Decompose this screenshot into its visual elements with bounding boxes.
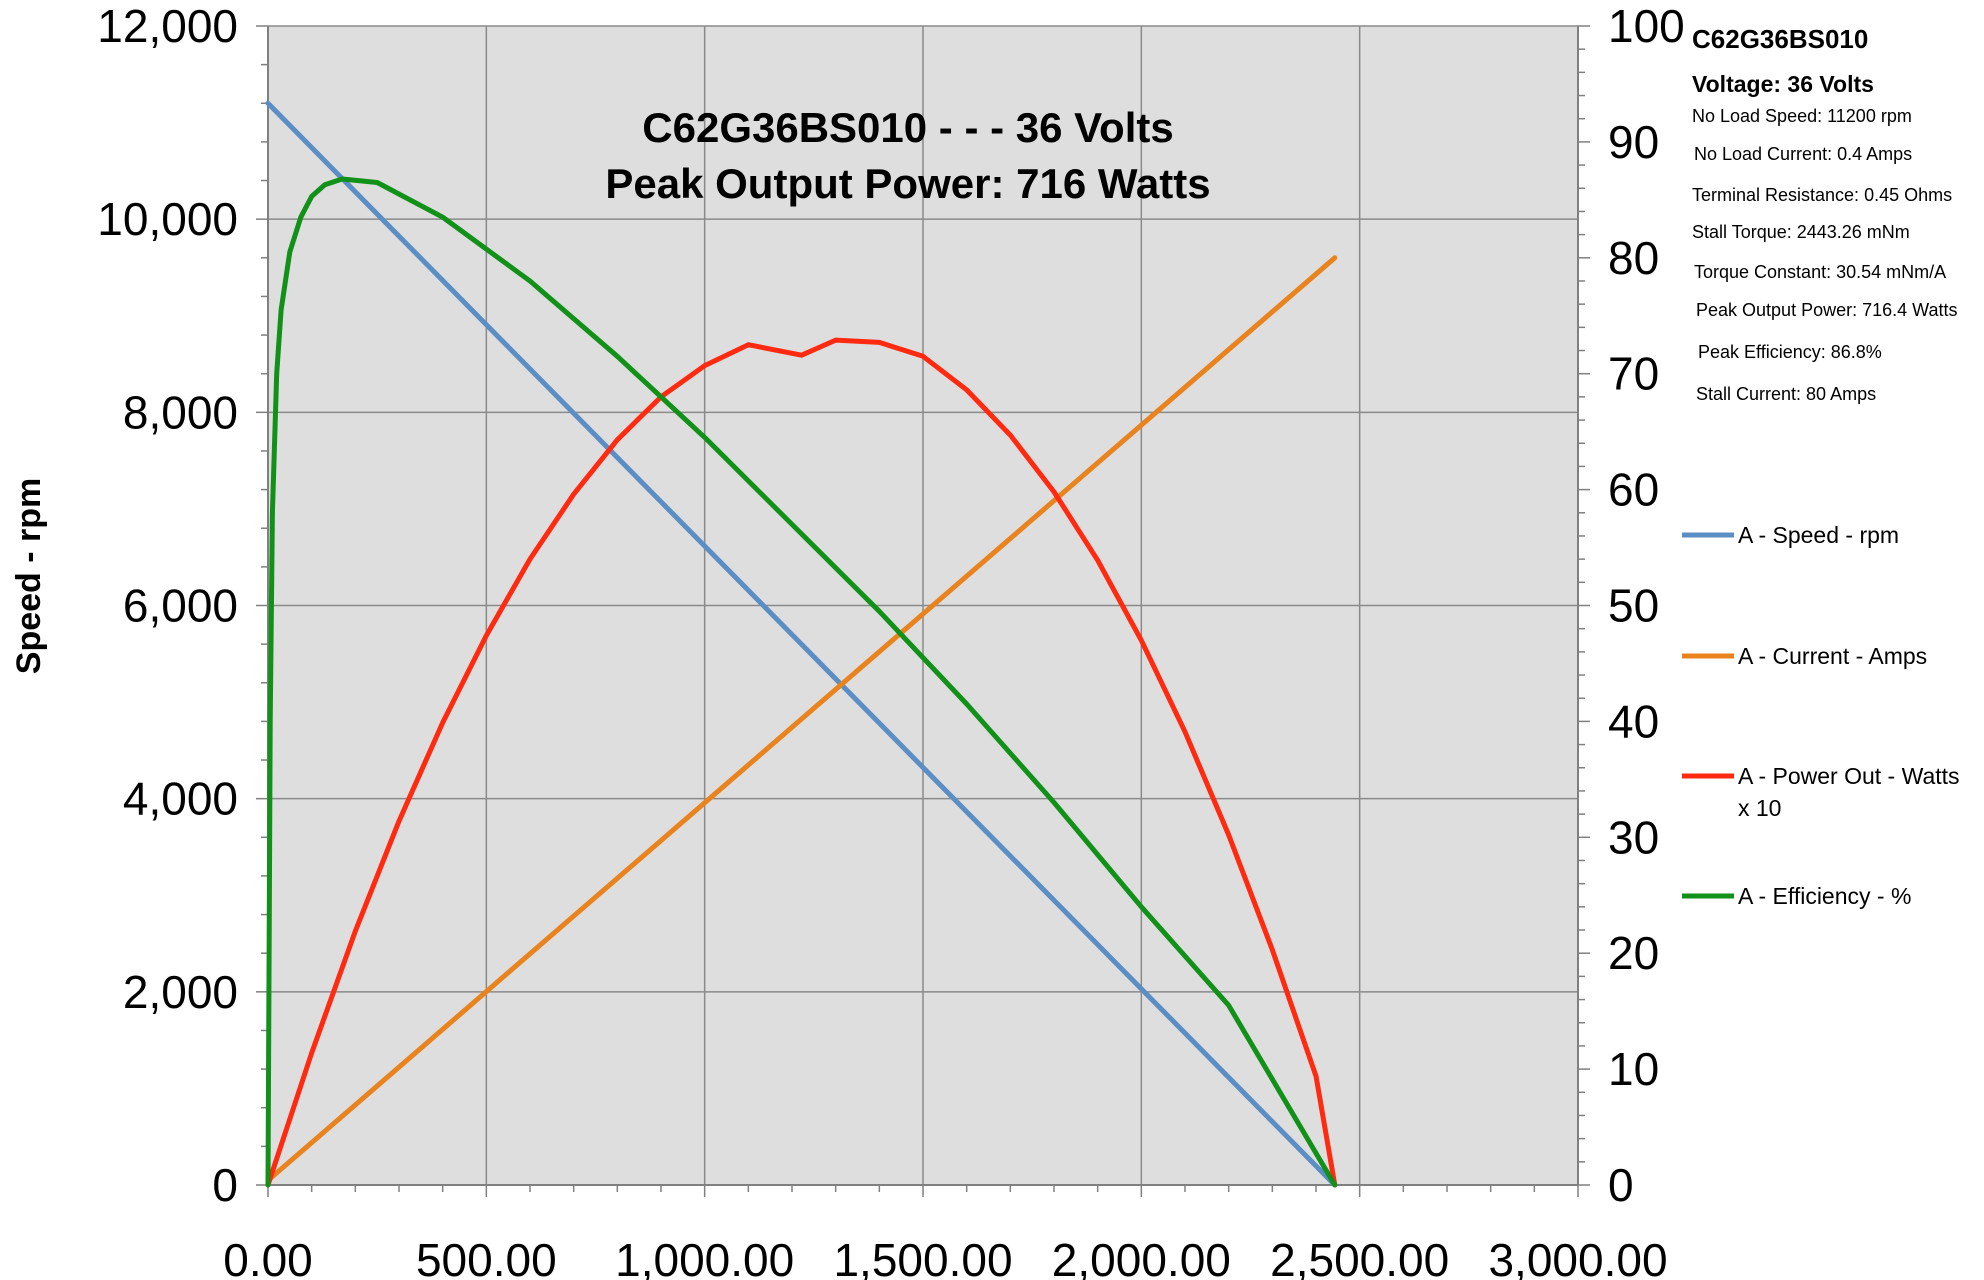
x-tick-label: 2,000.00 bbox=[1052, 1234, 1231, 1280]
y2-tick-label: 0 bbox=[1608, 1159, 1634, 1211]
chart-title: C62G36BS010 - - - 36 Volts Peak Output Po… bbox=[605, 104, 1210, 207]
y2-tick-label: 100 bbox=[1608, 0, 1685, 52]
x-tick-label: 1,500.00 bbox=[833, 1234, 1012, 1280]
spec-line: Terminal Resistance: 0.45 Ohms bbox=[1692, 185, 1952, 205]
tick-labels: 0 2,000 4,000 6,000 8,000 10,000 12,000 0 10 20 30… bbox=[97, 0, 1684, 1280]
y2-tick-label: 90 bbox=[1608, 116, 1659, 168]
spec-voltage: Voltage: 36 Volts bbox=[1692, 71, 1874, 97]
y-axis-label: Speed - rpm bbox=[10, 478, 48, 674]
legend-label: A - Power Out - Watts bbox=[1738, 763, 1960, 789]
y-tick-label: 4,000 bbox=[123, 773, 238, 825]
series-line bbox=[265, 176, 1338, 1188]
grid-lines bbox=[268, 25, 1579, 1185]
series-line bbox=[265, 255, 1338, 1183]
y2-tick-label: 10 bbox=[1608, 1043, 1659, 1095]
y2-tick-label: 60 bbox=[1608, 464, 1659, 516]
x-tick-label: 500.00 bbox=[416, 1234, 557, 1280]
y2-tick-label: 20 bbox=[1608, 927, 1659, 979]
spec-line: Peak Output Power: 716.4 Watts bbox=[1696, 300, 1957, 320]
legend-item: A - Speed - rpm bbox=[1682, 522, 1899, 548]
legend-label: A - Current - Amps bbox=[1738, 643, 1927, 669]
x-tick-label: 1,000.00 bbox=[615, 1234, 794, 1280]
legend-label: A - Efficiency - % bbox=[1738, 883, 1911, 909]
spec-line: Stall Current: 80 Amps bbox=[1696, 384, 1876, 404]
spec-title: C62G36BS010 bbox=[1692, 24, 1868, 54]
chart-title-line: C62G36BS010 - - - 36 Volts bbox=[642, 104, 1173, 151]
series-line bbox=[265, 337, 1338, 1188]
spec-line: No Load Speed: 11200 rpm bbox=[1692, 106, 1912, 126]
spec-line: Stall Torque: 2443.26 mNm bbox=[1692, 222, 1910, 242]
y2-tick-label: 30 bbox=[1608, 811, 1659, 863]
spec-line: Peak Efficiency: 86.8% bbox=[1698, 342, 1882, 362]
legend-label: A - Speed - rpm bbox=[1738, 522, 1899, 548]
series-line bbox=[265, 100, 1338, 1188]
legend-item: A - Power Out - Watts x 10 bbox=[1682, 763, 1960, 821]
spec-line: Torque Constant: 30.54 mNm/A bbox=[1694, 262, 1946, 282]
spec-panel: C62G36BS010 Voltage: 36 Volts No Load Spee… bbox=[1692, 24, 1957, 404]
y2-tick-label: 50 bbox=[1608, 580, 1659, 632]
legend-item: A - Efficiency - % bbox=[1682, 883, 1911, 909]
y-axis-label-text: Speed - rpm bbox=[10, 478, 48, 674]
legend-item: A - Current - Amps bbox=[1682, 643, 1927, 669]
x-tick-label: 3,000.00 bbox=[1488, 1234, 1667, 1280]
chart-title-line: Peak Output Power: 716 Watts bbox=[605, 160, 1210, 207]
x-tick-label: 2,500.00 bbox=[1270, 1234, 1449, 1280]
y2-tick-label: 40 bbox=[1608, 695, 1659, 747]
legend-label: x 10 bbox=[1738, 795, 1781, 821]
y2-tick-label: 70 bbox=[1608, 348, 1659, 400]
series-lines bbox=[265, 100, 1338, 1188]
y-tick-label: 10,000 bbox=[97, 193, 238, 245]
y-tick-label: 6,000 bbox=[123, 580, 238, 632]
legend: A - Speed - rpm A - Current - Amps A - Pow… bbox=[1682, 522, 1960, 909]
y2-tick-label: 80 bbox=[1608, 232, 1659, 284]
y-tick-label: 12,000 bbox=[97, 0, 238, 52]
spec-line: No Load Current: 0.4 Amps bbox=[1694, 144, 1912, 164]
y-tick-label: 8,000 bbox=[123, 386, 238, 438]
y-tick-label: 2,000 bbox=[123, 966, 238, 1018]
x-tick-label: 0.00 bbox=[223, 1234, 313, 1280]
y-tick-label: 0 bbox=[212, 1159, 238, 1211]
